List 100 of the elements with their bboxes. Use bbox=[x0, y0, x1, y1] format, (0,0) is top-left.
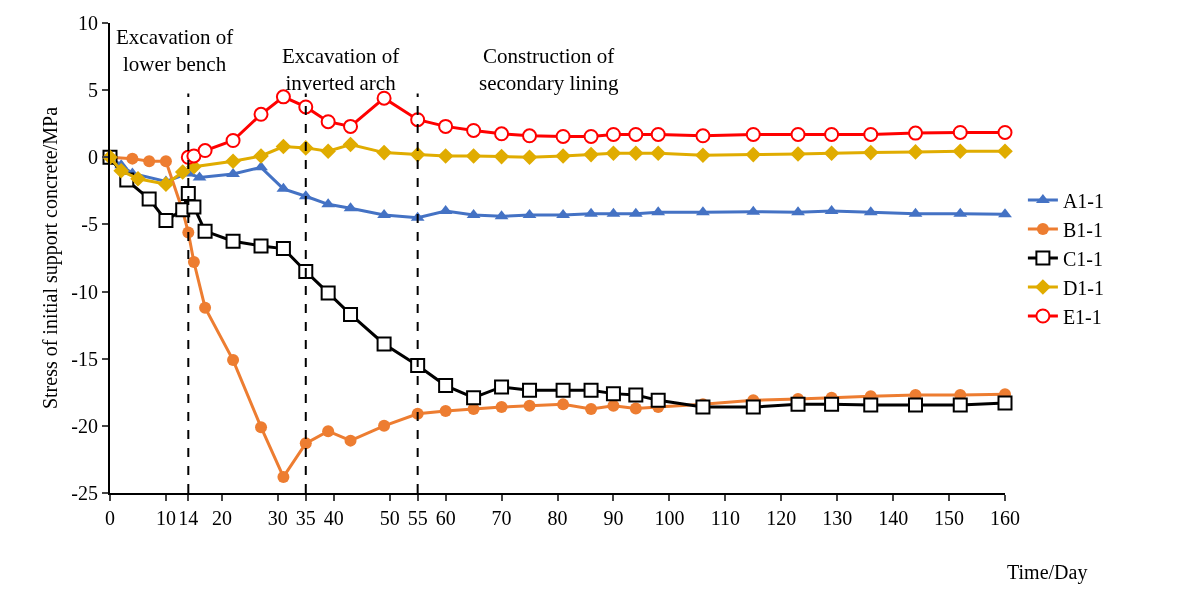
point bbox=[465, 148, 482, 164]
point bbox=[790, 126, 806, 142]
x-tick-label: 0 bbox=[105, 507, 115, 529]
point bbox=[253, 238, 269, 254]
point bbox=[439, 405, 452, 418]
point bbox=[225, 233, 241, 249]
point bbox=[521, 149, 538, 166]
point bbox=[158, 176, 174, 192]
y-tick-label: 10 bbox=[78, 12, 98, 34]
point bbox=[745, 146, 762, 163]
point bbox=[745, 126, 761, 142]
point bbox=[275, 138, 292, 155]
point bbox=[438, 118, 454, 134]
point bbox=[522, 128, 538, 144]
point bbox=[410, 357, 426, 373]
point bbox=[523, 399, 536, 412]
point bbox=[605, 126, 621, 142]
point bbox=[320, 114, 336, 130]
point bbox=[255, 421, 268, 434]
point bbox=[225, 133, 241, 148]
point bbox=[174, 164, 191, 180]
point bbox=[437, 148, 454, 164]
y-tick-label: 0 bbox=[88, 146, 98, 169]
point bbox=[158, 212, 174, 228]
point bbox=[320, 143, 336, 160]
point bbox=[197, 143, 213, 159]
point bbox=[997, 124, 1013, 140]
point bbox=[628, 145, 644, 162]
point bbox=[628, 387, 644, 403]
y-tick-label: -5 bbox=[81, 213, 98, 236]
point bbox=[863, 397, 879, 413]
x-tick-label: 140 bbox=[878, 507, 909, 529]
point bbox=[466, 390, 482, 406]
point bbox=[275, 241, 291, 257]
legend-label: D1-1 bbox=[1062, 276, 1105, 299]
point bbox=[555, 382, 571, 398]
x-tick-label: 14 bbox=[178, 507, 199, 529]
point bbox=[583, 382, 599, 398]
ref-line-label: Construction of secondary lining bbox=[479, 44, 619, 96]
point bbox=[227, 354, 240, 367]
x-tick-label: 35 bbox=[295, 507, 316, 529]
x-tick-label: 160 bbox=[990, 507, 1020, 529]
x-tick-label: 120 bbox=[766, 507, 797, 529]
point bbox=[824, 396, 840, 412]
x-tick-label: 100 bbox=[654, 507, 685, 529]
x-tick-label: 55 bbox=[407, 507, 428, 529]
legend-label: C1-1 bbox=[1062, 247, 1103, 270]
x-tick-label: 80 bbox=[547, 507, 568, 529]
point bbox=[790, 146, 806, 162]
point bbox=[583, 128, 599, 144]
point bbox=[277, 470, 290, 483]
legend-label: E1-1 bbox=[1062, 305, 1102, 328]
point bbox=[824, 126, 840, 142]
x-tick-label: 30 bbox=[267, 507, 288, 529]
point bbox=[997, 143, 1013, 160]
point bbox=[143, 155, 156, 168]
x-tick-label: 130 bbox=[822, 507, 853, 529]
point bbox=[650, 126, 666, 142]
point bbox=[629, 402, 642, 415]
point bbox=[997, 395, 1013, 411]
point bbox=[585, 403, 598, 416]
point bbox=[696, 206, 710, 216]
point bbox=[555, 148, 571, 164]
x-tick-label: 20 bbox=[211, 507, 232, 529]
y-tick-label: 5 bbox=[88, 79, 98, 102]
point bbox=[695, 147, 711, 164]
point bbox=[275, 89, 291, 105]
point bbox=[998, 208, 1012, 218]
point bbox=[495, 401, 508, 414]
x-tick-label: 90 bbox=[603, 507, 624, 529]
y-tick-label: -25 bbox=[71, 482, 98, 504]
point bbox=[376, 90, 392, 106]
point bbox=[225, 153, 241, 170]
point bbox=[628, 126, 644, 142]
x-tick-label: 50 bbox=[379, 507, 400, 529]
y-tick-label: -15 bbox=[71, 347, 98, 370]
x-tick-label: 40 bbox=[323, 507, 344, 529]
x-tick-label: 70 bbox=[491, 507, 512, 529]
point bbox=[584, 207, 598, 217]
point bbox=[410, 112, 426, 128]
point bbox=[557, 398, 570, 411]
ref-line-label: Excavation of inverted arch bbox=[282, 44, 400, 96]
point bbox=[790, 396, 806, 412]
point bbox=[342, 136, 359, 153]
x-tick-label: 150 bbox=[934, 507, 965, 529]
point bbox=[466, 122, 482, 138]
point bbox=[322, 425, 335, 438]
point bbox=[226, 168, 240, 178]
point bbox=[605, 386, 621, 402]
point bbox=[650, 392, 666, 408]
point bbox=[695, 128, 711, 144]
point bbox=[113, 162, 129, 179]
point bbox=[555, 128, 571, 144]
point bbox=[522, 382, 538, 398]
x-tick-label: 10 bbox=[155, 507, 176, 529]
point bbox=[320, 285, 336, 301]
y-axis-title: Stress of initial support concrete/MPa bbox=[39, 106, 63, 410]
point bbox=[343, 306, 359, 322]
legend-label: A1-1 bbox=[1062, 189, 1105, 212]
y-tick-label: -20 bbox=[71, 414, 98, 437]
